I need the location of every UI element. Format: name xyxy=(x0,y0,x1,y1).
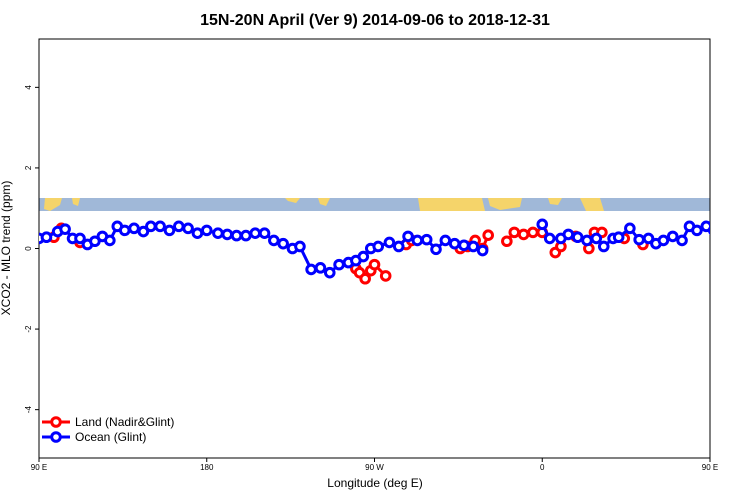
series-ocean-point xyxy=(476,244,489,257)
series-ocean-point xyxy=(191,227,204,239)
series-ocean-point xyxy=(268,234,280,247)
world-map-strip xyxy=(39,198,710,211)
series-ocean-segment xyxy=(714,224,723,230)
series-ocean-point xyxy=(212,227,224,239)
y-axis-label: XCO2 - MLO trend (ppm) xyxy=(0,181,13,316)
y-tick-label: 2 xyxy=(24,165,33,170)
series-ocean-point xyxy=(590,232,603,245)
chart-title: 15N-20N April (Ver 9) 2014-09-06 to 2018… xyxy=(200,12,550,29)
series-ocean-segment xyxy=(732,226,741,230)
series-ocean-point xyxy=(294,240,306,253)
series-ocean-point xyxy=(448,237,461,250)
series-ocean-point xyxy=(323,266,336,279)
series-ocean-point xyxy=(128,222,140,235)
series-ocean-point xyxy=(719,220,728,229)
y-axis: -4 -2 0 2 4 xyxy=(24,85,39,414)
series-land-point xyxy=(501,235,513,248)
series-ocean-point xyxy=(411,234,424,247)
legend-ocean-label: Ocean (Glint) xyxy=(75,430,146,444)
legend-item-land: Land (Nadir&Glint) xyxy=(42,415,174,429)
series-ocean-point xyxy=(420,233,433,246)
series-layer xyxy=(39,218,750,285)
series-ocean-point xyxy=(624,222,636,235)
series-land-point xyxy=(508,226,521,239)
series-land-point xyxy=(368,258,381,271)
series-ocean-point xyxy=(467,240,480,253)
series-ocean-point xyxy=(543,232,556,245)
series-ocean xyxy=(39,218,750,279)
series-ocean-point xyxy=(383,236,396,249)
series-ocean-point xyxy=(536,218,549,231)
series-ocean-segment xyxy=(742,225,749,230)
series-ocean-point xyxy=(221,228,234,241)
series-ocean-point xyxy=(392,240,405,253)
x-axis: 90 E 180 90 W 0 90 E xyxy=(31,458,718,472)
series-land-point xyxy=(482,229,494,242)
series-ocean-point xyxy=(676,234,688,247)
series-ocean-point xyxy=(74,232,86,245)
y-tick-label: 0 xyxy=(24,246,33,251)
series-ocean-point xyxy=(458,239,470,252)
series-ocean-segment xyxy=(723,224,732,226)
series-ocean-point xyxy=(357,250,370,263)
series-ocean-point xyxy=(200,224,213,237)
series-land-point xyxy=(359,272,371,285)
series-ocean-point xyxy=(118,224,131,237)
series-land-point xyxy=(517,228,530,241)
series-ocean-point xyxy=(737,226,746,235)
series-ocean-point xyxy=(182,222,194,235)
x-tick-label: 90 E xyxy=(702,463,718,472)
series-ocean-point xyxy=(581,234,593,247)
series-ocean-point xyxy=(333,258,345,271)
series-land-point xyxy=(379,270,392,282)
series-ocean-point xyxy=(314,262,327,274)
series-ocean-point xyxy=(104,234,116,247)
series-ocean-point xyxy=(305,263,317,276)
series-ocean-point xyxy=(691,224,703,237)
x-axis-label: Longitude (deg E) xyxy=(327,476,422,490)
legend: Land (Nadir&Glint) Ocean (Glint) xyxy=(42,415,174,444)
series-ocean-point xyxy=(633,233,645,246)
y-tick-label: -2 xyxy=(24,325,33,333)
y-tick-label: -4 xyxy=(24,406,33,414)
series-ocean-point xyxy=(258,227,271,239)
series-ocean-point xyxy=(707,225,710,235)
series-ocean-point xyxy=(666,230,679,243)
x-tick-label: 0 xyxy=(540,463,545,472)
series-land-point xyxy=(527,226,539,239)
series-ocean-point xyxy=(249,227,262,239)
series-ocean-point xyxy=(59,223,71,235)
series-ocean-point xyxy=(562,228,575,241)
series-ocean-point xyxy=(430,243,442,256)
series-ocean-point xyxy=(745,221,750,230)
legend-item-ocean: Ocean (Glint) xyxy=(42,430,146,444)
series-ocean-point xyxy=(163,224,176,237)
series-ocean-point xyxy=(402,230,414,243)
x-tick-label: 180 xyxy=(200,463,214,472)
series-ocean-point xyxy=(40,231,53,244)
series-ocean-point xyxy=(700,220,710,233)
y-tick-label: 4 xyxy=(24,85,33,90)
x-tick-label: 90 E xyxy=(31,463,47,472)
legend-land-label: Land (Nadir&Glint) xyxy=(75,415,174,429)
series-ocean-point xyxy=(230,229,243,242)
series-ocean-point xyxy=(372,240,385,253)
series-ocean-point xyxy=(137,225,150,238)
series-ocean-point xyxy=(145,220,157,233)
series-ocean-point xyxy=(642,232,655,245)
series-ocean-point xyxy=(728,222,737,231)
series-ocean-point xyxy=(439,234,452,247)
series-ocean-point xyxy=(277,237,289,250)
series-ocean-point xyxy=(657,234,670,247)
series-ocean-point xyxy=(172,220,185,233)
series-ocean-point xyxy=(154,220,166,233)
series-ocean-point xyxy=(597,240,610,253)
series-ocean-point xyxy=(612,231,625,244)
series-ocean-point xyxy=(240,229,252,242)
legend-land-marker xyxy=(50,416,62,428)
x-tick-label: 90 W xyxy=(365,463,384,472)
legend-ocean-marker xyxy=(50,431,62,443)
series-ocean-point xyxy=(571,231,584,244)
